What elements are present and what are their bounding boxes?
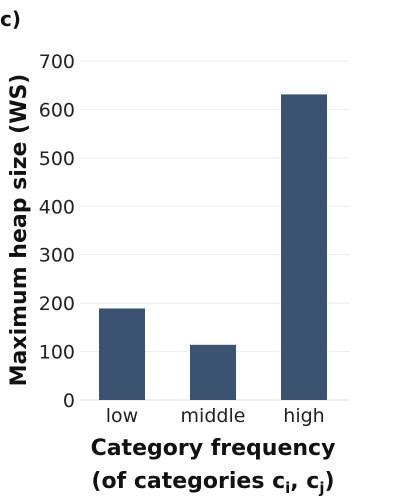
x-axis-title-suffix: ) [325, 469, 335, 494]
x-axis-title: Category frequency [91, 436, 336, 461]
y-tick-labels: 0 100 200 300 400 500 600 700 [39, 51, 75, 412]
x-tick-label: middle [181, 405, 246, 427]
x-axis-title-separator: , c [290, 469, 319, 494]
y-tick-label: 200 [39, 293, 75, 315]
x-axis-title-line2: (of categories ci, cj) [91, 469, 334, 497]
y-tick-label: 600 [39, 99, 75, 121]
y-tick-label: 300 [39, 245, 75, 267]
y-tick-label: 0 [63, 390, 75, 412]
y-tick-label: 400 [39, 196, 75, 218]
y-tick-label: 100 [39, 342, 75, 364]
y-tick-label: 700 [39, 51, 75, 73]
bar-low [99, 308, 145, 400]
bar-middle [190, 344, 236, 400]
y-axis-title: Maximum heap size (WS) [7, 74, 32, 387]
panel-label: c) [0, 7, 21, 31]
bars [99, 94, 327, 400]
bar-high [281, 94, 327, 400]
y-tick-label: 500 [39, 148, 75, 170]
x-tick-labels: low middle high [106, 405, 325, 427]
x-axis-title-sub-j: j [318, 479, 324, 497]
x-tick-label: high [283, 405, 324, 427]
x-tick-label: low [106, 405, 138, 427]
x-axis-title-sub-i: i [285, 479, 290, 497]
x-axis-title-prefix: (of categories c [91, 469, 285, 494]
